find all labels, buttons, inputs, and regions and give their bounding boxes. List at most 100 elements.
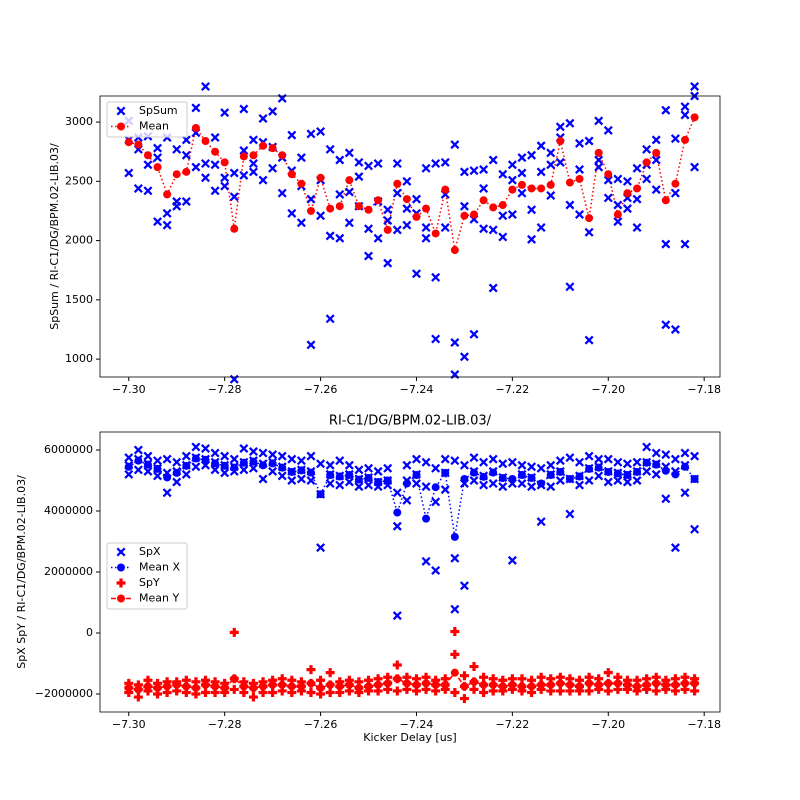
marker [200,173,210,183]
marker [220,678,230,688]
marker [670,324,680,334]
marker [460,211,469,220]
marker [364,251,374,261]
marker [259,141,268,150]
marker [392,686,402,696]
marker [661,320,671,330]
marker [364,224,374,234]
marker [517,168,527,178]
marker [642,458,651,467]
marker [661,680,670,689]
marker [565,118,575,128]
marker [565,178,574,187]
marker [402,176,412,186]
marker [623,471,632,480]
marker [670,134,680,144]
marker [517,686,527,696]
marker [507,457,517,467]
marker [469,662,479,672]
marker [344,675,354,685]
marker [680,110,690,120]
marker [248,463,258,473]
marker [479,672,489,682]
marker [517,674,527,684]
marker [594,684,604,694]
marker [268,459,277,468]
marker [431,680,440,689]
marker [690,686,700,696]
marker [661,239,671,249]
marker [373,674,383,684]
marker [316,173,325,182]
marker [507,674,517,684]
marker [287,475,297,485]
marker [172,477,182,487]
marker [124,453,134,463]
marker [200,159,210,169]
marker [383,679,392,688]
marker [450,604,460,614]
marker [479,183,489,193]
marker [210,687,220,697]
marker [383,215,393,225]
marker [613,684,623,694]
marker [594,116,604,126]
marker [248,159,258,169]
marker [489,680,498,689]
marker [651,185,661,195]
marker [278,680,287,689]
marker [191,677,201,687]
marker [229,454,239,464]
marker [191,689,201,699]
marker [392,159,402,169]
marker [191,462,201,472]
marker [296,153,306,163]
marker [211,147,220,156]
marker [287,467,296,476]
marker [277,451,287,461]
marker [268,675,278,685]
marker [306,475,316,485]
marker [143,186,153,196]
marker [402,460,412,470]
marker [392,521,402,531]
marker [527,687,537,697]
marker [191,683,200,692]
marker [133,680,143,690]
marker [287,130,297,140]
marker [383,672,393,682]
marker [354,677,364,687]
legend-label: SpY [139,576,160,589]
marker [622,675,632,685]
legend-box [106,101,188,138]
marker [402,204,412,214]
marker [450,370,460,380]
marker [584,227,594,237]
marker [517,460,527,470]
y-tick-label: 1500 [65,293,93,306]
marker [172,686,182,696]
marker [431,463,441,473]
marker [661,675,671,685]
marker [277,188,287,198]
marker [431,272,441,282]
marker [373,159,383,169]
marker [153,683,162,692]
marker [153,143,163,153]
marker [296,474,306,484]
marker [133,183,143,193]
y-tick-label: 4000000 [44,504,93,517]
marker [555,672,565,682]
marker [517,479,527,489]
x-tick-label: −7.30 [112,383,146,396]
marker [210,132,220,142]
marker [200,675,210,685]
marker [546,148,556,158]
marker [325,668,335,678]
marker [469,475,479,485]
marker [306,340,316,350]
marker [248,678,258,688]
marker [373,466,383,476]
marker [498,474,507,483]
marker [479,480,489,490]
